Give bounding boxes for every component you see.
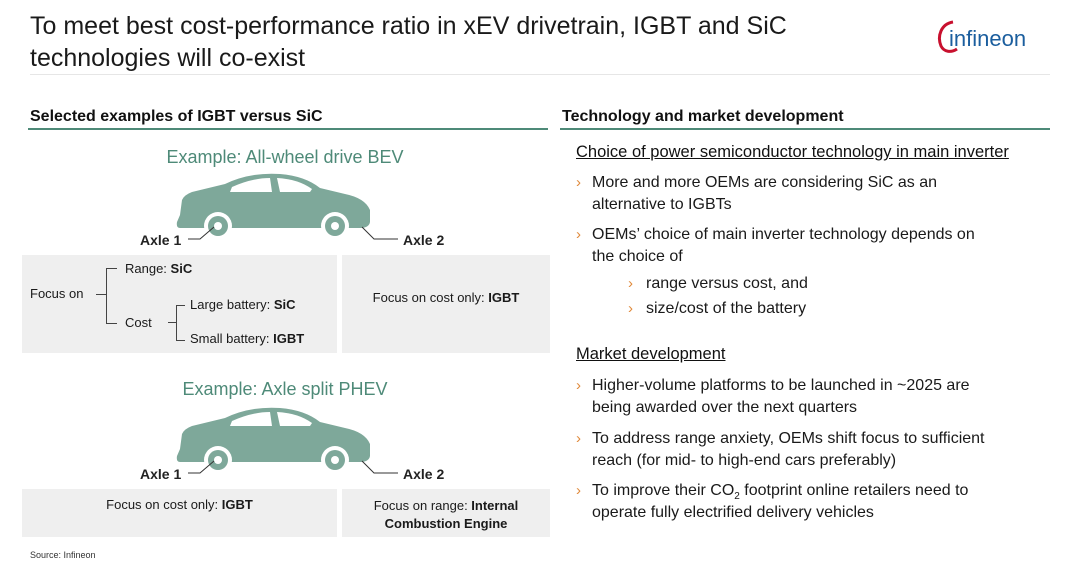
axle1-pointer [188, 226, 215, 240]
example1-right-panel [342, 255, 550, 353]
right-heading-rule [560, 128, 1050, 130]
example2-right-panel [342, 489, 550, 537]
bullet-item: › More and more OEMs are considering SiC… [576, 174, 938, 191]
car-icon [176, 173, 370, 240]
range-line: Range: SiC [125, 261, 193, 276]
right-heading: Technology and market development [562, 108, 844, 125]
example1-left-panel [22, 255, 337, 353]
example2-left-text: Focus on cost only: IGBT [106, 497, 253, 512]
example2-left-panel [22, 489, 337, 537]
focus-bracket [106, 268, 117, 324]
bullet-item: › To improve their CO2 footprint online … [576, 482, 969, 503]
bullet-item: › Higher-volume platforms to be launched… [576, 377, 970, 394]
bullet-item-cont: alternative to IGBTs [592, 196, 732, 213]
example1-title: Example: All-wheel drive BEV [166, 147, 404, 167]
axle2-pointer [361, 460, 398, 474]
left-heading: Selected examples of IGBT versus SiC [30, 108, 323, 125]
example1-right-text: Focus on cost only: IGBT [372, 290, 520, 305]
example2-title: Example: Axle split PHEV [182, 379, 388, 399]
axle1-pointer [188, 460, 215, 474]
cost-label: Cost [125, 315, 152, 330]
left-heading-rule [28, 128, 548, 130]
focus-on-label: Focus on [30, 286, 84, 301]
bullet-item-cont: operate fully electrified delivery vehic… [592, 504, 874, 521]
example1-axle1-label: Axle 1 [140, 232, 182, 248]
cost-bracket [176, 305, 185, 341]
source-note: Source: Infineon [30, 550, 96, 560]
logo-text: infineon [949, 26, 1026, 51]
example2-right-text: Focus on range: Internal Combustion Engin… [373, 498, 519, 531]
bullet-item: › To address range anxiety, OEMs shift f… [576, 430, 985, 447]
bullet-item-cont: being awarded over the next quarters [592, 399, 858, 416]
infineon-logo: infineon [935, 16, 1050, 56]
bullet-item-cont: the choice of [592, 248, 683, 265]
large-battery-line: Large battery: SiC [190, 297, 296, 312]
tech-subheading: Choice of power semiconductor technology… [576, 143, 1009, 161]
slide-title: To meet best cost-performance ratio in x… [30, 12, 787, 72]
sub-bullet-item: › range versus cost, and [628, 275, 808, 292]
title-divider [30, 74, 1050, 75]
small-battery-line: Small battery: IGBT [190, 331, 305, 346]
market-subheading: Market development [576, 345, 726, 363]
example2-axle2-label: Axle 2 [403, 466, 445, 482]
example2-axle1-label: Axle 1 [140, 466, 182, 482]
sub-bullet-item: › size/cost of the battery [628, 300, 807, 317]
bullet-item-cont: reach (for mid- to high-end cars prefera… [592, 452, 897, 469]
example1-axle2-label: Axle 2 [403, 232, 445, 248]
axle2-pointer [361, 226, 398, 240]
car-icon [176, 407, 370, 474]
bullet-item: › OEMs’ choice of main inverter technolo… [576, 226, 975, 243]
